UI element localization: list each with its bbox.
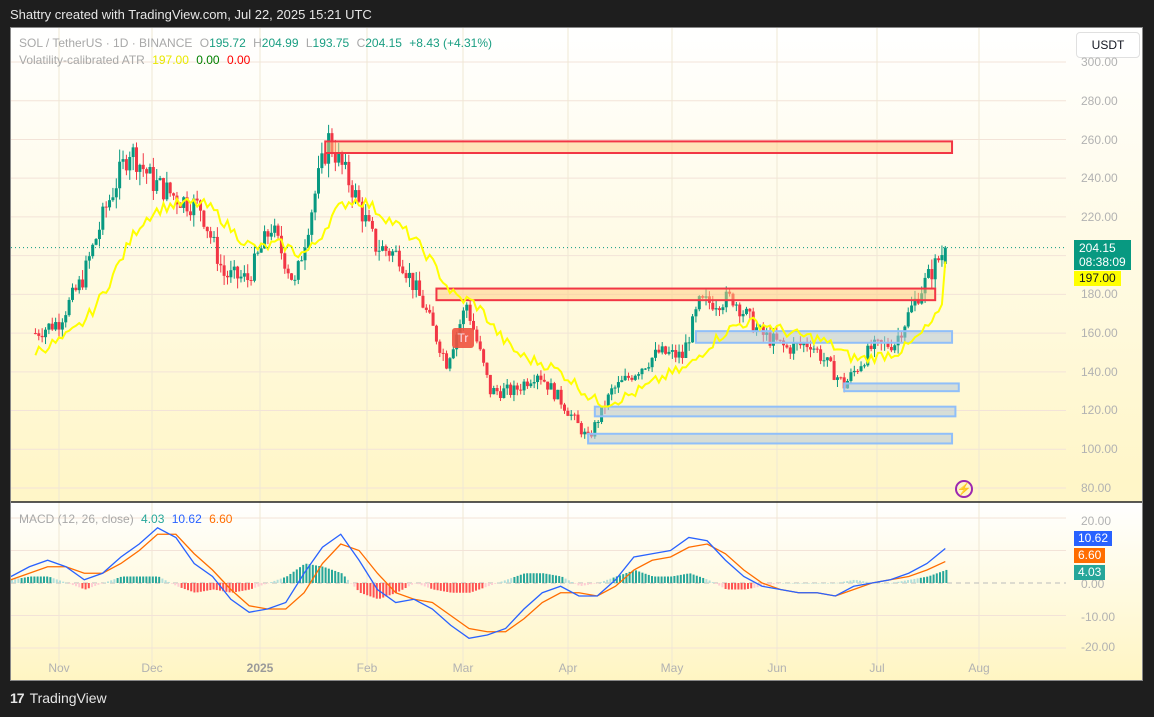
bar-countdown: 08:38:09: [1079, 255, 1126, 269]
grid: [11, 28, 1066, 668]
macd-pane: [11, 517, 1066, 649]
low-value: 193.75: [312, 36, 350, 50]
atr-value-3: 0.00: [226, 53, 251, 67]
time-tick: Mar: [452, 661, 474, 675]
open-label: O: [199, 36, 210, 50]
macd-line-tag: 10.62: [1074, 531, 1113, 546]
currency-button[interactable]: USDT: [1076, 32, 1140, 58]
high-label: H: [253, 36, 262, 50]
price-tick: 240.00: [1081, 171, 1118, 185]
macd-tick: 20.00: [1081, 514, 1112, 528]
time-tick: Aug: [968, 661, 990, 675]
trade-marker-badge[interactable]: Tr: [452, 328, 474, 348]
price-tick: 180.00: [1081, 287, 1118, 301]
open-value: 195.72: [209, 36, 246, 50]
close-value: 204.15: [365, 36, 402, 50]
price-tick: 140.00: [1081, 365, 1118, 379]
time-tick: Nov: [48, 661, 70, 675]
high-value: 204.99: [261, 36, 299, 50]
price-tick: 220.00: [1081, 210, 1118, 224]
macd-legend: MACD (12, 26, close) 4.03 10.62 6.60: [19, 512, 232, 526]
last-price-tag: 204.15 08:38:09: [1074, 240, 1131, 270]
macd-tick: 0.00: [1081, 577, 1105, 591]
price-tick: 280.00: [1081, 94, 1118, 108]
macd-signal-tag: 6.60: [1074, 548, 1106, 563]
footer-brand: 17 TradingView: [10, 690, 107, 706]
time-tick: Jul: [869, 661, 885, 675]
price-tick: 160.00: [1081, 326, 1118, 340]
atr-value-2: 0.00: [196, 53, 220, 67]
lightning-icon[interactable]: ⚡: [955, 480, 973, 498]
close-label: C: [356, 36, 366, 50]
chart-credit: Shattry created with TradingView.com, Ju…: [10, 7, 372, 22]
candles: [33, 124, 947, 439]
time-tick: May: [660, 661, 684, 675]
price-tick: 300.00: [1081, 55, 1118, 69]
time-tick: Apr: [558, 661, 578, 675]
change-value: +8.43 (+4.31%): [409, 36, 493, 50]
last-price-value: 204.15: [1079, 241, 1116, 255]
macd-signal-value: 6.60: [209, 512, 233, 526]
time-tick: Dec: [141, 661, 163, 675]
macd-line-value: 10.62: [171, 512, 202, 526]
macd-hist-tag: 4.03: [1074, 565, 1106, 580]
chart-frame: SOL / TetherUS · 1D · BINANCE O195.72 H2…: [10, 27, 1143, 681]
atr-legend: Volatility-calibrated ATR 197.00 0.00 0.…: [19, 53, 250, 67]
time-tick-year: 2025: [246, 661, 274, 675]
price-tick: 260.00: [1081, 133, 1118, 147]
price-tick: 100.00: [1081, 442, 1118, 456]
low-label: L: [305, 36, 313, 50]
time-tick: Jun: [767, 661, 787, 675]
tradingview-logo-icon: 17: [10, 690, 25, 706]
symbol-name[interactable]: SOL / TetherUS · 1D · BINANCE: [19, 36, 193, 50]
brand-name: TradingView: [29, 690, 107, 706]
macd-hist-value: 4.03: [141, 512, 165, 526]
atr-price-tag: 197.00: [1074, 271, 1121, 286]
price-tick: 80.00: [1081, 481, 1112, 495]
macd-pane-background: [11, 502, 1142, 680]
atr-value-1: 197.00: [152, 53, 189, 67]
time-tick: Feb: [356, 661, 378, 675]
macd-tick: -20.00: [1081, 640, 1116, 654]
atr-indicator-name[interactable]: Volatility-calibrated ATR: [19, 53, 145, 67]
macd-tick: -10.00: [1081, 610, 1116, 624]
price-tick: 120.00: [1081, 403, 1118, 417]
chart-canvas[interactable]: [11, 28, 1143, 681]
macd-indicator-name[interactable]: MACD (12, 26, close): [19, 512, 134, 526]
symbol-legend: SOL / TetherUS · 1D · BINANCE O195.72 H2…: [19, 36, 492, 50]
